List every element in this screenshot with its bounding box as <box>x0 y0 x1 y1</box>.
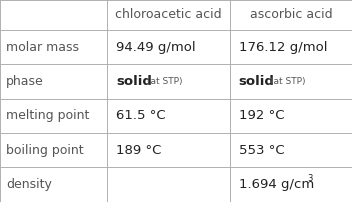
Text: melting point: melting point <box>6 109 90 122</box>
Text: 3: 3 <box>307 175 313 183</box>
Text: molar mass: molar mass <box>6 41 79 54</box>
Text: phase: phase <box>6 75 44 88</box>
Text: 553 °C: 553 °C <box>239 144 284 157</box>
Text: 1.694 g/cm: 1.694 g/cm <box>239 178 314 191</box>
Text: 176.12 g/mol: 176.12 g/mol <box>239 41 327 54</box>
Text: 61.5 °C: 61.5 °C <box>116 109 166 122</box>
Text: 189 °C: 189 °C <box>116 144 162 157</box>
Text: solid: solid <box>239 75 275 88</box>
Text: solid: solid <box>116 75 152 88</box>
Text: 192 °C: 192 °C <box>239 109 284 122</box>
Text: chloroacetic acid: chloroacetic acid <box>115 8 222 21</box>
Text: (at STP): (at STP) <box>270 77 305 86</box>
Text: ascorbic acid: ascorbic acid <box>250 8 332 21</box>
Text: (at STP): (at STP) <box>147 77 183 86</box>
Text: 94.49 g/mol: 94.49 g/mol <box>116 41 196 54</box>
Text: boiling point: boiling point <box>6 144 84 157</box>
Text: density: density <box>6 178 52 191</box>
